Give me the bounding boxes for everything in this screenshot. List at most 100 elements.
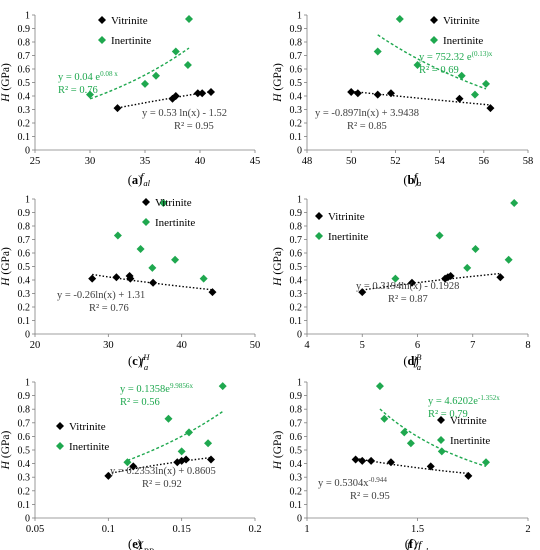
data-point-inertinite bbox=[148, 263, 157, 272]
y-tick-label: 0.5 bbox=[18, 78, 31, 89]
y-tick-label: 0.4 bbox=[290, 92, 303, 103]
data-point-inertinite bbox=[171, 47, 180, 56]
legend-marker-inertinite bbox=[142, 218, 150, 226]
data-point-inertinite bbox=[482, 79, 491, 88]
y-tick-label: 1 bbox=[25, 11, 30, 22]
data-point-vitrinite bbox=[182, 455, 191, 464]
y-axis-label: H (GPa) bbox=[0, 431, 12, 471]
chart-panel-b: 0 0.1 0.2 0.3 0.4 0.5 0.6 0.7 0.8 0.9 1 48 50 52 54 56 5… bbox=[272, 11, 533, 189]
y-tick-label: 0.1 bbox=[18, 316, 31, 327]
chart-panel-d: 0 0.1 0.2 0.3 0.4 0.5 0.6 0.7 0.8 0.9 1 4 5 6 7 8 H (GPa… bbox=[272, 195, 531, 373]
y-tick-label: 0.1 bbox=[290, 316, 303, 327]
y-tick-label: 0 bbox=[297, 514, 302, 525]
data-point-inertinite bbox=[400, 428, 409, 437]
fit-r2-vitrinite: R² = 0.87 bbox=[388, 294, 428, 305]
fit-r2-vitrinite: R² = 0.76 bbox=[89, 303, 129, 314]
y-tick-label: 0.7 bbox=[18, 235, 31, 246]
x-tick-label: 40 bbox=[195, 156, 206, 167]
trendline-vitrinite bbox=[355, 457, 469, 475]
data-point-inertinite bbox=[471, 244, 480, 253]
y-tick-label: 0.7 bbox=[18, 418, 31, 429]
data-point-vitrinite bbox=[386, 89, 395, 98]
y-tick-label: 0.2 bbox=[290, 486, 303, 497]
y-tick-label: 1 bbox=[297, 11, 302, 22]
legend-label-vitrinite: Vitrinite bbox=[155, 197, 192, 209]
y-tick-label: 0.6 bbox=[18, 432, 31, 443]
x-tick-label: 0.15 bbox=[172, 524, 190, 535]
data-point-vitrinite bbox=[208, 288, 217, 297]
data-point-vitrinite bbox=[113, 104, 122, 113]
x-tick-label: 1.5 bbox=[411, 524, 424, 535]
data-point-inertinite bbox=[159, 199, 168, 208]
fit-equation-vitrinite: y = 0.5304x-0.944 bbox=[318, 476, 387, 489]
x-tick-label: 30 bbox=[103, 340, 114, 351]
legend-label-vitrinite: Vitrinite bbox=[450, 415, 487, 427]
y-tick-label: 0.1 bbox=[18, 132, 31, 143]
fit-equation-vitrinite: y = 0.3194ln(x) - 0.1928 bbox=[356, 281, 459, 292]
fit-r2-inertinite: R² = 0.56 bbox=[120, 397, 160, 408]
y-tick-label: 0.6 bbox=[18, 249, 31, 260]
legend-marker-vitrinite bbox=[142, 198, 150, 206]
trendline-inertinite bbox=[379, 408, 487, 468]
data-point-vitrinite bbox=[207, 455, 215, 464]
data-point-inertinite bbox=[152, 71, 160, 80]
data-point-inertinite bbox=[463, 263, 472, 272]
x-tick-label: 1 bbox=[304, 524, 309, 535]
y-axis-label: H (GPa) bbox=[0, 247, 12, 287]
y-tick-label: 0.6 bbox=[290, 249, 303, 260]
y-tick-label: 0.7 bbox=[290, 418, 303, 429]
trendline-inertinite bbox=[377, 34, 487, 90]
data-point-vitrinite bbox=[367, 456, 376, 465]
y-tick-label: 0.4 bbox=[18, 92, 31, 103]
data-point-inertinite bbox=[457, 71, 466, 80]
fit-equation-inertinite: y = 4.6202e-1.352x bbox=[428, 394, 500, 407]
y-tick-label: 0.6 bbox=[290, 65, 303, 76]
data-point-inertinite bbox=[470, 90, 479, 99]
data-point-vitrinite bbox=[149, 278, 158, 287]
data-point-inertinite bbox=[185, 428, 193, 437]
panel-label: (d) bbox=[403, 354, 418, 368]
y-tick-label: 0.7 bbox=[290, 235, 303, 246]
fit-equation-inertinite: y = 752.32 e(0.13)x bbox=[419, 50, 493, 63]
x-tick-label: 25 bbox=[30, 156, 41, 167]
y-tick-label: 0.9 bbox=[18, 208, 31, 219]
y-tick-label: 0.9 bbox=[290, 24, 303, 35]
x-axis-label: fa bbox=[414, 170, 422, 188]
legend-marker-vitrinite bbox=[56, 422, 64, 430]
y-tick-label: 0.6 bbox=[290, 432, 303, 443]
y-axis-label: H (GPa) bbox=[272, 63, 284, 103]
y-tick-label: 0.2 bbox=[290, 119, 303, 130]
legend-label-vitrinite: Vitrinite bbox=[328, 211, 365, 223]
y-tick-label: 0.2 bbox=[18, 486, 31, 497]
y-tick-label: 0 bbox=[25, 146, 30, 157]
y-tick-label: 0.4 bbox=[18, 276, 31, 287]
y-tick-label: 0 bbox=[297, 330, 302, 341]
x-tick-label: 54 bbox=[434, 156, 445, 167]
legend-marker-vitrinite bbox=[315, 212, 323, 220]
panel-label: (e) bbox=[128, 537, 142, 550]
legend-marker-inertinite bbox=[315, 232, 323, 240]
fit-equation-vitrinite: y = -0.26ln(x) + 1.31 bbox=[57, 290, 145, 301]
y-tick-label: 0.8 bbox=[290, 38, 303, 49]
legend-label-inertinite: Inertinite bbox=[69, 441, 109, 453]
y-tick-label: 0.8 bbox=[18, 405, 31, 416]
data-point-inertinite bbox=[380, 414, 389, 423]
x-axis-label: fal bbox=[140, 170, 151, 188]
data-point-inertinite bbox=[437, 447, 446, 456]
legend-label-inertinite: Inertinite bbox=[328, 231, 368, 243]
chart-panel-c: 0 0.1 0.2 0.3 0.4 0.5 0.6 0.7 0.8 0.9 1 20 30 40 50 H (… bbox=[0, 195, 260, 373]
x-tick-label: 8 bbox=[525, 340, 530, 351]
fit-r2-vitrinite: R² = 0.92 bbox=[142, 479, 182, 490]
data-point-inertinite bbox=[504, 255, 513, 264]
data-point-vitrinite bbox=[198, 89, 207, 98]
legend-marker-vitrinite bbox=[98, 16, 106, 24]
fit-r2-vitrinite: R² = 0.85 bbox=[347, 121, 387, 132]
trendline-vitrinite bbox=[362, 272, 501, 291]
y-tick-label: 0.8 bbox=[18, 222, 31, 233]
y-tick-label: 1 bbox=[297, 195, 302, 206]
y-tick-label: 1 bbox=[25, 195, 30, 206]
y-tick-label: 0.8 bbox=[290, 222, 303, 233]
data-point-inertinite bbox=[435, 231, 444, 240]
legend-label-inertinite: Inertinite bbox=[450, 435, 490, 447]
